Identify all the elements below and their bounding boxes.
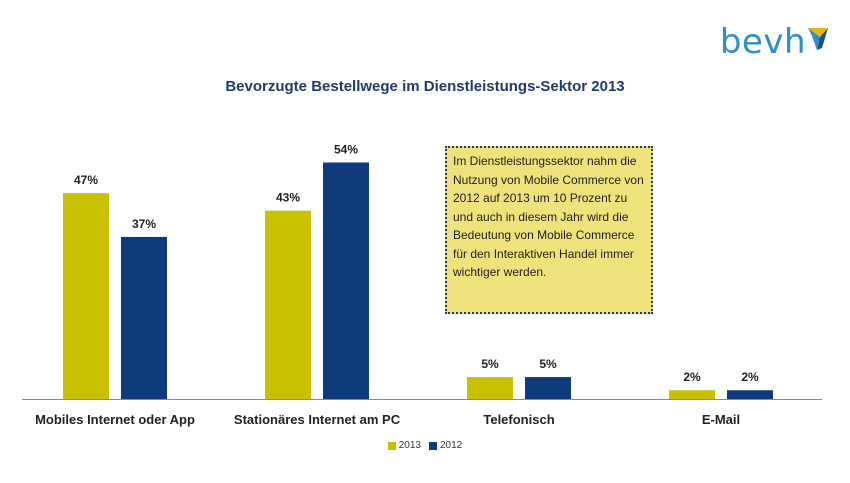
bar-2013-2 xyxy=(467,377,513,399)
legend: 2013 2012 xyxy=(0,440,850,451)
category-label-3: E-Mail xyxy=(702,412,740,427)
legend-swatch-2013 xyxy=(387,441,396,450)
logo-mark-icon xyxy=(808,28,828,50)
data-label-2013-2: 5% xyxy=(481,357,499,371)
bar-2012-1 xyxy=(323,162,369,399)
bevh-logo: bevh xyxy=(720,22,828,62)
chart-title: Bevorzugte Bestellwege im Dienstleistung… xyxy=(225,78,625,95)
data-label-2012-3: 2% xyxy=(741,370,759,384)
data-label-2012-0: 37% xyxy=(132,217,156,231)
bar-2013-3 xyxy=(669,390,715,399)
legend-label-2013: 2013 xyxy=(398,440,421,451)
category-label-1: Stationäres Internet am PC xyxy=(234,412,401,427)
data-label-2013-1: 43% xyxy=(276,191,300,205)
data-label-2013-0: 47% xyxy=(74,173,98,187)
logo-text: bevh xyxy=(719,22,806,62)
category-label-0: Mobiles Internet oder App xyxy=(35,412,195,427)
bar-2012-2 xyxy=(525,377,571,399)
bar-2012-3 xyxy=(727,390,773,399)
legend-swatch-2012 xyxy=(429,441,437,450)
bar-2013-0 xyxy=(63,193,109,399)
legend-item-2013: 2013 xyxy=(387,440,421,451)
legend-label-2012: 2012 xyxy=(440,440,463,451)
data-label-2012-2: 5% xyxy=(539,357,557,371)
data-label-2013-3: 2% xyxy=(683,370,701,384)
bar-2012-0 xyxy=(121,236,167,399)
bar-2013-1 xyxy=(265,210,311,399)
info-note-box: Im Dienstleistungssektor nahm die Nutzun… xyxy=(445,146,653,314)
category-label-2: Telefonisch xyxy=(483,412,554,427)
data-label-2012-1: 54% xyxy=(334,142,358,156)
legend-item-2012: 2012 xyxy=(429,440,462,451)
